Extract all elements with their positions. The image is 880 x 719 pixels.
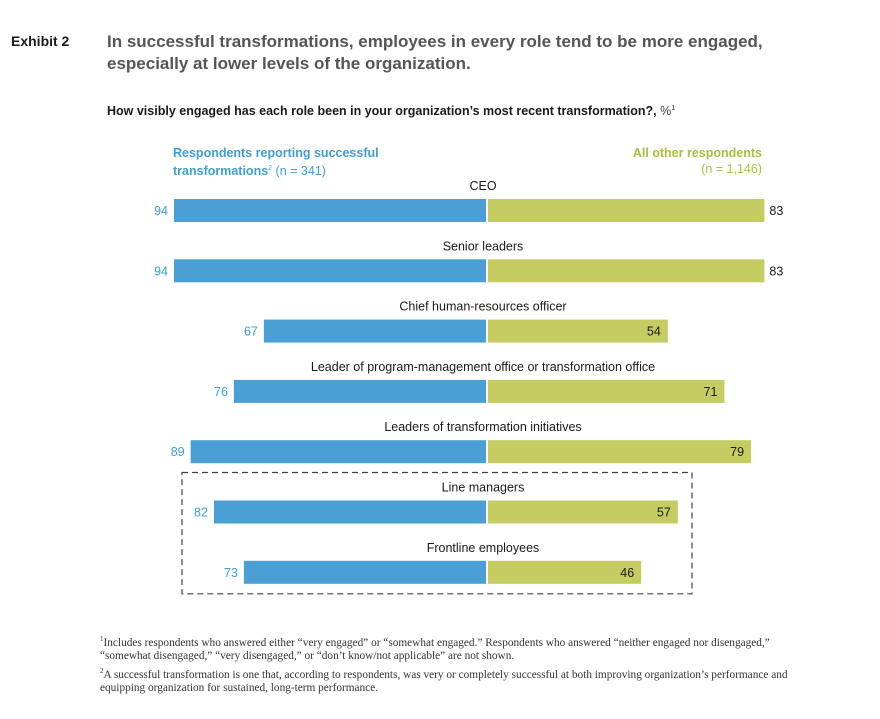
bar-successful (243, 560, 486, 584)
value-label-successful: 76 (214, 385, 228, 399)
bar-other (488, 379, 725, 403)
value-label-successful: 82 (194, 506, 208, 520)
chart-question: How visibly engaged has each role been i… (107, 104, 675, 118)
legend-other: All other respondents (n = 1,146) (633, 145, 762, 177)
exhibit-title: In successful transformations, employees… (107, 32, 763, 73)
question-footnote-mark: 1 (671, 104, 676, 112)
bar-successful (173, 259, 487, 283)
legend-other-n: (n = 1,146) (701, 162, 762, 176)
highlight-box (181, 471, 693, 595)
value-label-other: 57 (657, 506, 671, 520)
value-label-other: 79 (730, 445, 744, 459)
legend-successful-line1: Respondents reporting successful (173, 146, 379, 160)
footnote-2-mark: 2 (100, 666, 104, 675)
legend-successful-line2: transformations2 (n = 341) (173, 161, 379, 179)
bar-successful (233, 379, 486, 403)
footnotes: 1Includes respondents who answered eithe… (100, 633, 810, 697)
value-label-successful: 73 (224, 566, 238, 580)
question-unit: % (660, 104, 672, 118)
legend-successful-footnote-mark: 2 (268, 165, 273, 172)
bar-successful (263, 319, 486, 343)
bar-successful (213, 500, 486, 524)
category-label: Line managers (442, 481, 525, 495)
value-label-successful: 94 (154, 204, 168, 218)
bar-other (488, 560, 642, 584)
exhibit-label: Exhibit 2 (11, 33, 70, 49)
bar-other (488, 319, 668, 343)
value-label-other: 83 (769, 264, 783, 278)
category-label: CEO (469, 179, 496, 193)
value-label-other: 46 (620, 566, 634, 580)
bar-other (488, 259, 765, 283)
bar-other (488, 440, 752, 464)
category-label: Senior leaders (443, 239, 524, 253)
value-label-other: 54 (647, 325, 661, 339)
bar-other (488, 500, 678, 524)
category-label: Leader of program-management office or t… (311, 360, 655, 374)
bar-successful (173, 199, 487, 222)
value-label-other: 83 (769, 204, 783, 218)
category-label: Frontline employees (427, 541, 540, 555)
value-label-successful: 67 (244, 325, 258, 339)
footnote-1-mark: 1 (100, 635, 104, 643)
bar-other (488, 199, 765, 222)
question-text: How visibly engaged has each role been i… (107, 104, 657, 118)
legend-other-line1: All other respondents (632, 146, 762, 160)
value-label-successful: 89 (171, 445, 185, 459)
value-label-other: 71 (704, 385, 718, 399)
bar-successful (190, 440, 486, 464)
legend-successful-n: (n = 341) (275, 164, 326, 179)
value-label-successful: 94 (154, 264, 168, 278)
footnote-2: 2A successful transformation is one that… (100, 665, 810, 696)
category-label: Chief human-resources officer (399, 300, 566, 314)
category-label: Leaders of transformation initiatives (384, 420, 581, 434)
footnote-1: 1Includes respondents who answered eithe… (100, 633, 810, 664)
legend-successful-label: transformations (173, 164, 269, 179)
legend-successful: Respondents reporting successful transfo… (173, 145, 379, 179)
footnote-1-text: Includes respondents who answered either… (100, 636, 770, 663)
footnote-2-text: A successful transformation is one that,… (100, 668, 788, 695)
